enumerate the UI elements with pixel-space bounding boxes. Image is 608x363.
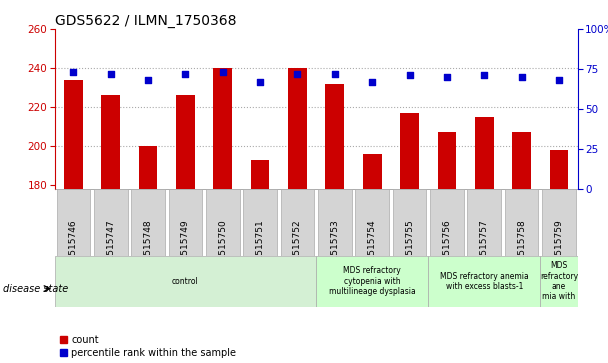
Text: GSM1515746: GSM1515746: [69, 219, 78, 280]
Point: [517, 74, 527, 80]
Bar: [139, 146, 157, 363]
Text: GSM1515755: GSM1515755: [405, 219, 414, 280]
FancyBboxPatch shape: [243, 189, 277, 256]
Point: [405, 73, 415, 78]
FancyBboxPatch shape: [355, 189, 389, 256]
Point: [255, 79, 265, 85]
Text: MDS refractory
cytopenia with
multilineage dysplasia: MDS refractory cytopenia with multilinea…: [329, 266, 415, 296]
Text: control: control: [172, 277, 199, 286]
Point: [69, 69, 78, 75]
Point: [330, 71, 340, 77]
Legend: count, percentile rank within the sample: count, percentile rank within the sample: [60, 335, 237, 358]
Bar: [550, 150, 568, 363]
Bar: [288, 68, 307, 363]
Text: GSM1515759: GSM1515759: [554, 219, 564, 280]
Bar: [250, 160, 269, 363]
Text: GSM1515754: GSM1515754: [368, 219, 377, 280]
FancyBboxPatch shape: [393, 189, 426, 256]
FancyBboxPatch shape: [131, 189, 165, 256]
Text: GSM1515747: GSM1515747: [106, 219, 116, 280]
Point: [218, 69, 227, 75]
FancyBboxPatch shape: [316, 256, 428, 307]
Point: [367, 79, 377, 85]
FancyBboxPatch shape: [55, 256, 316, 307]
FancyBboxPatch shape: [281, 189, 314, 256]
FancyBboxPatch shape: [468, 189, 501, 256]
Text: MDS refractory anemia
with excess blasts-1: MDS refractory anemia with excess blasts…: [440, 272, 528, 291]
FancyBboxPatch shape: [542, 189, 576, 256]
Point: [143, 77, 153, 83]
Point: [479, 73, 489, 78]
Text: GSM1515751: GSM1515751: [255, 219, 264, 280]
Point: [292, 71, 302, 77]
Text: GSM1515748: GSM1515748: [143, 219, 153, 280]
FancyBboxPatch shape: [206, 189, 240, 256]
Text: GSM1515749: GSM1515749: [181, 219, 190, 280]
Bar: [213, 68, 232, 363]
FancyBboxPatch shape: [505, 189, 539, 256]
Bar: [475, 117, 494, 363]
Point: [554, 77, 564, 83]
Bar: [512, 132, 531, 363]
FancyBboxPatch shape: [168, 189, 202, 256]
Bar: [102, 95, 120, 363]
Point: [106, 71, 116, 77]
Bar: [64, 80, 83, 363]
Bar: [438, 132, 456, 363]
FancyBboxPatch shape: [541, 256, 578, 307]
Text: disease state: disease state: [3, 284, 68, 294]
Bar: [363, 154, 382, 363]
Text: GSM1515750: GSM1515750: [218, 219, 227, 280]
Text: GSM1515753: GSM1515753: [330, 219, 339, 280]
FancyBboxPatch shape: [318, 189, 351, 256]
Text: GDS5622 / ILMN_1750368: GDS5622 / ILMN_1750368: [55, 14, 237, 28]
FancyBboxPatch shape: [57, 189, 90, 256]
Text: MDS
refractory
ane
mia with: MDS refractory ane mia with: [540, 261, 578, 301]
Bar: [400, 113, 419, 363]
Bar: [325, 83, 344, 363]
Point: [442, 74, 452, 80]
Point: [181, 71, 190, 77]
FancyBboxPatch shape: [428, 256, 541, 307]
Text: GSM1515756: GSM1515756: [443, 219, 451, 280]
Bar: [176, 95, 195, 363]
Text: GSM1515752: GSM1515752: [293, 219, 302, 280]
Text: GSM1515757: GSM1515757: [480, 219, 489, 280]
FancyBboxPatch shape: [430, 189, 464, 256]
Text: GSM1515758: GSM1515758: [517, 219, 526, 280]
FancyBboxPatch shape: [94, 189, 128, 256]
